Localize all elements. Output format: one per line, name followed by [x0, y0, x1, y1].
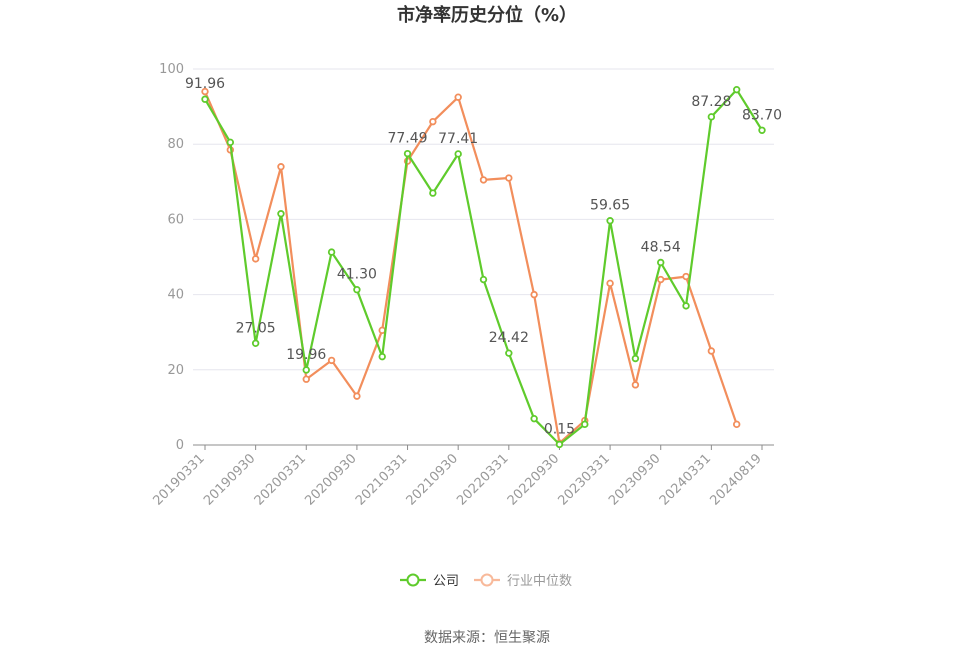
series-point-0: [530, 414, 538, 423]
series-point-0: [403, 149, 412, 158]
chart-title: 市净率历史分位（%）: [397, 4, 577, 26]
series-point-0: [454, 150, 462, 158]
x-tick-label: 20240819: [707, 451, 764, 508]
series-point-1: [707, 347, 716, 355]
y-tick-label: 60: [167, 212, 184, 227]
series-point-0: [682, 302, 690, 310]
series-point-1: [732, 420, 741, 429]
x-tick-label: 20240331: [657, 451, 714, 508]
data-label: 24.42: [489, 330, 529, 346]
x-tick-label: 20230331: [556, 451, 613, 508]
series-point-1: [353, 392, 361, 400]
series-point-0: [606, 217, 614, 225]
series-point-0: [353, 286, 361, 294]
data-label: 27.05: [236, 320, 276, 336]
series-point-0: [631, 354, 640, 363]
legend-marker: [406, 573, 420, 587]
series-layer: [201, 85, 766, 449]
series-line-1: [203, 91, 738, 445]
legend-label: 行业中位数: [507, 574, 572, 589]
series-point-0: [732, 85, 741, 94]
x-tick-label: 20230930: [606, 451, 663, 508]
y-tick-label: 40: [167, 288, 184, 303]
legend[interactable]: 公司 行业中位数: [400, 573, 572, 589]
series-point-1: [429, 117, 437, 126]
series-point-1: [479, 176, 488, 184]
x-tick-label: 20210331: [353, 451, 410, 508]
x-tick-label: 20200930: [302, 451, 359, 508]
series-point-1: [530, 290, 538, 299]
series-point-0: [327, 248, 336, 256]
data-label: 19.96: [286, 347, 326, 363]
data-label: 91.96: [185, 76, 225, 92]
data-labels: 91.96 27.05 19.96 41.30 77.49 77.41 24.42 0.15 5…: [185, 76, 782, 437]
series-point-1: [657, 275, 665, 284]
series-point-0: [758, 126, 766, 134]
series-point-1: [201, 87, 209, 96]
series-point-1: [505, 174, 513, 182]
data-label: 77.49: [387, 131, 427, 147]
data-label: 41.30: [337, 267, 377, 283]
series-point-0: [378, 352, 386, 361]
data-label: 59.65: [590, 198, 630, 214]
x-tick-label: 20200331: [252, 451, 309, 508]
legend-label: 公司: [433, 574, 459, 589]
data-source: 数据来源：恒生聚源: [424, 630, 550, 646]
series-point-1: [454, 93, 462, 101]
series-point-0: [707, 113, 716, 121]
y-tick-label: 100: [159, 62, 184, 77]
legend-item-0[interactable]: 公司: [400, 573, 459, 589]
series-point-0: [479, 275, 488, 284]
x-tick-label: 20220331: [454, 451, 511, 508]
y-tick-label: 80: [167, 137, 184, 152]
data-label: 48.54: [641, 239, 681, 255]
x-tick-label: 20190331: [150, 451, 207, 508]
series-point-0: [555, 440, 564, 449]
series-point-1: [682, 272, 690, 281]
series-point-1: [327, 356, 336, 365]
x-tick-label: 20190930: [201, 451, 258, 508]
series-point-0: [657, 258, 665, 267]
series-point-0: [251, 339, 260, 347]
series-point-1: [631, 381, 640, 389]
data-label: 0.15: [544, 421, 575, 437]
x-tick-label: 20220930: [505, 451, 562, 508]
legend-marker: [480, 573, 494, 587]
series-point-0: [505, 349, 513, 357]
series-point-1: [251, 255, 260, 263]
series-line-0: [204, 88, 763, 446]
series-point-0: [302, 366, 310, 374]
y-tick-label: 0: [176, 438, 184, 453]
grid: [193, 68, 774, 371]
data-label: 83.70: [742, 107, 782, 123]
data-label: 87.28: [691, 94, 731, 110]
series-point-0: [581, 420, 589, 429]
series-point-1: [277, 163, 285, 171]
series-point-0: [429, 189, 437, 197]
series-point-1: [302, 375, 310, 383]
series-point-1: [606, 279, 614, 288]
data-label: 77.41: [438, 131, 478, 147]
legend-item-1[interactable]: 行业中位数: [474, 573, 572, 589]
series-point-0: [201, 95, 209, 103]
y-tick-label: 20: [167, 363, 184, 378]
series-point-0: [226, 138, 235, 147]
x-tick-label: 20210930: [404, 451, 461, 508]
axes: 0 20 40 60 80 100 2019033120190930202003312020…: [150, 62, 774, 509]
series-point-0: [277, 210, 285, 218]
